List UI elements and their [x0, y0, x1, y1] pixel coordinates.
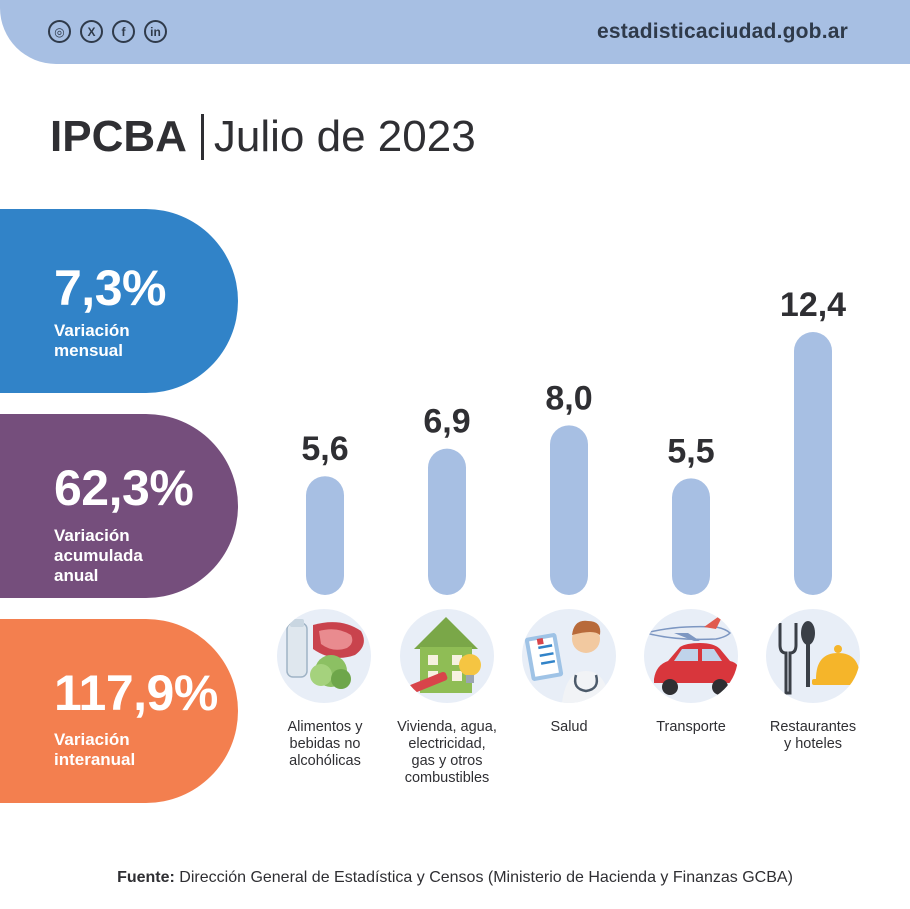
title-divider [200, 114, 204, 160]
bar-value-label-1: 6,9 [423, 403, 470, 441]
source-label: Fuente: [117, 869, 175, 886]
transport-icon [644, 609, 738, 703]
stat-card-interannual: 117,9% Variación interanual [0, 619, 238, 803]
linkedin-icon[interactable]: in [144, 20, 167, 43]
page-title: IPCBA Julio de 2023 [50, 112, 476, 162]
stat-card-annual-accumulated: 62,3% Variación acumulada anual [0, 414, 238, 598]
header-bar: ◎ X f in estadisticaciudad.gob.ar [0, 0, 910, 64]
health-icon [522, 609, 616, 703]
bar-3 [672, 478, 710, 595]
stat-label: Variación acumulada anual [54, 526, 143, 585]
site-url[interactable]: estadisticaciudad.gob.ar [596, 20, 848, 43]
category-label: Alimentos y bebidas no alcohólicas [287, 719, 363, 769]
restaurant-icon [766, 609, 860, 703]
bar-value-label-4: 12,4 [780, 286, 846, 324]
food-icon [277, 609, 371, 703]
stat-value: 62,3% [54, 460, 194, 516]
x-icon[interactable]: X [80, 20, 103, 43]
stat-card-monthly: 7,3% Variación mensual [0, 209, 238, 393]
title-subtitle: Julio de 2023 [213, 112, 476, 161]
bar-4 [794, 332, 832, 595]
social-links: ◎ X f in [48, 20, 167, 43]
house-icon [400, 609, 494, 703]
facebook-icon[interactable]: f [112, 20, 135, 43]
bar-2 [550, 425, 588, 595]
category-label: Salud [550, 719, 588, 735]
stat-label: Variación mensual [54, 321, 130, 360]
category-label: Transporte [656, 719, 726, 735]
bar-value-label-0: 5,6 [301, 430, 348, 468]
category-label: Vivienda, agua, electricidad, gas y otro… [397, 719, 497, 786]
stat-value: 7,3% [54, 260, 166, 316]
source-text: Dirección General de Estadística y Censo… [174, 869, 793, 886]
stat-label: Variación interanual [54, 730, 136, 769]
stat-value: 117,9% [54, 665, 218, 721]
bar-value-label-2: 8,0 [545, 379, 592, 417]
bar-0 [306, 476, 344, 595]
bar-1 [428, 448, 466, 595]
title-main: IPCBA [50, 112, 187, 161]
bar-value-label-3: 5,5 [667, 432, 714, 470]
category-label: Restaurantes y hoteles [769, 719, 857, 752]
instagram-icon[interactable]: ◎ [48, 20, 71, 43]
source-footer: Fuente: Dirección General de Estadística… [0, 869, 910, 887]
